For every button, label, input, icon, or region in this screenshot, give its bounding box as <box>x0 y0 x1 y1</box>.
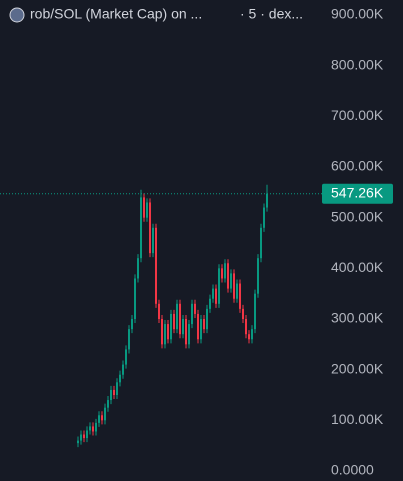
candle-body <box>179 303 181 335</box>
candle-body <box>191 303 193 325</box>
candle-body <box>101 415 103 421</box>
candle-body <box>182 319 184 335</box>
candle-body <box>92 426 94 432</box>
candle-body <box>170 313 172 340</box>
candle-body <box>89 426 91 431</box>
candle-body <box>155 227 157 304</box>
candle-body <box>194 303 196 314</box>
candle-body <box>140 197 142 259</box>
candle-body <box>233 273 235 299</box>
candle-body <box>158 303 160 319</box>
candle-body <box>251 329 253 340</box>
candle-body <box>134 278 136 319</box>
candle-body <box>107 400 109 408</box>
candle-body <box>146 202 148 218</box>
y-tick-label: 400.00K <box>331 259 384 275</box>
y-tick-label: 700.00K <box>331 107 384 123</box>
candle-body <box>242 308 244 319</box>
candle-body <box>128 329 130 350</box>
candle-body <box>200 319 202 340</box>
candle-body <box>227 263 229 289</box>
y-tick-label: 300.00K <box>331 310 384 326</box>
last-price-box <box>322 183 393 204</box>
candle-body <box>167 324 169 340</box>
y-tick-label: 0.0000 <box>331 462 374 478</box>
candle-body <box>221 268 223 279</box>
candle-body <box>77 440 79 444</box>
candle-body <box>266 193 268 208</box>
candle-body <box>230 273 232 289</box>
y-tick-label: 500.00K <box>331 208 384 224</box>
candle-body <box>131 319 133 330</box>
candle-body <box>104 407 106 421</box>
y-tick-label: 600.00K <box>331 158 384 174</box>
candle-body <box>248 334 250 340</box>
candle-body <box>239 283 241 309</box>
candle-body <box>110 389 112 401</box>
chart-subtitle: · 5 · dex... <box>240 6 303 22</box>
y-tick-label: 800.00K <box>331 56 384 72</box>
candle-body <box>260 227 262 259</box>
y-tick-label: 900.00K <box>331 6 384 22</box>
candle-body <box>215 288 217 304</box>
candle-body <box>149 202 151 254</box>
candle-body <box>95 422 97 432</box>
y-tick-label: 100.00K <box>331 411 384 427</box>
candle-body <box>185 319 187 345</box>
candle-body <box>209 298 211 309</box>
candle-body <box>164 324 166 345</box>
y-tick-label: 200.00K <box>331 360 384 376</box>
candle-body <box>161 319 163 345</box>
candle-body <box>98 415 100 423</box>
candle-body <box>245 319 247 335</box>
candle-body <box>218 268 220 304</box>
candle-body <box>80 434 82 441</box>
candle-body <box>203 319 205 330</box>
candle-body <box>224 263 226 279</box>
candle-body <box>83 434 85 439</box>
candle-body <box>116 382 118 395</box>
candle-body <box>122 364 124 375</box>
chart-title: rob/SOL (Market Cap) on ... <box>30 6 202 22</box>
candle-body <box>257 258 259 294</box>
candle-body <box>125 349 127 365</box>
candle-body <box>254 293 256 330</box>
candle-body <box>113 389 115 395</box>
candle-body <box>86 430 88 439</box>
candle-body <box>137 258 139 279</box>
candle-body <box>152 227 154 254</box>
last-price-label: 547.26K <box>331 184 384 200</box>
candle-body <box>206 308 208 330</box>
candle-body <box>212 288 214 299</box>
candle-body <box>176 303 178 330</box>
symbol-icon <box>9 7 25 23</box>
candle-body <box>236 283 238 299</box>
candle-body <box>119 374 121 383</box>
candle-body <box>197 313 199 340</box>
candle-body <box>143 197 145 218</box>
candle-body <box>263 207 265 228</box>
candle-body <box>173 313 175 330</box>
candle-body <box>188 324 190 345</box>
